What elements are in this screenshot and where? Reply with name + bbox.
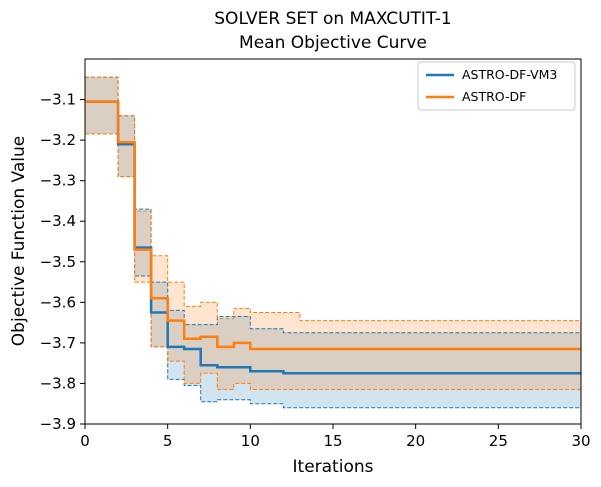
x-tick-label: 30 bbox=[571, 432, 590, 450]
chart-title-line2: Mean Objective Curve bbox=[239, 33, 427, 53]
legend-box bbox=[417, 61, 576, 111]
x-tick-label: 15 bbox=[323, 432, 342, 450]
mean-line-astro-df bbox=[85, 100, 581, 351]
legend-label-astro-df: ASTRO-DF bbox=[462, 89, 526, 104]
legend: ASTRO-DF-VM3 ASTRO-DF bbox=[417, 61, 576, 111]
band-astro-df bbox=[85, 77, 581, 390]
chart-title-line1: SOLVER SET on MAXCUTIT-1 bbox=[214, 9, 451, 29]
mean-lines bbox=[85, 100, 581, 375]
y-axis-ticks: −3.1 −3.2 −3.3 −3.4 −3.5 −3.6 −3.7 −3.8 −3.9 bbox=[40, 91, 85, 433]
y-tick-label: −3.5 bbox=[40, 253, 76, 271]
y-tick-label: −3.2 bbox=[40, 131, 76, 149]
y-tick-label: −3.6 bbox=[40, 293, 76, 311]
x-tick-label: 20 bbox=[406, 432, 425, 450]
upper-bound-astro-df-vm3 bbox=[85, 76, 581, 334]
x-tick-label: 10 bbox=[241, 432, 260, 450]
x-tick-label: 25 bbox=[489, 432, 508, 450]
band-astro-df-vm3 bbox=[85, 77, 581, 408]
y-tick-label: −3.8 bbox=[40, 374, 76, 392]
y-tick-label: −3.9 bbox=[40, 415, 76, 433]
y-tick-label: −3.7 bbox=[40, 334, 76, 352]
y-axis-label: Objective Function Value bbox=[9, 136, 29, 346]
legend-label-astro-df-vm3: ASTRO-DF-VM3 bbox=[462, 67, 557, 82]
confidence-bands bbox=[85, 77, 581, 408]
y-tick-label: −3.3 bbox=[40, 172, 76, 190]
y-tick-label: −3.4 bbox=[40, 212, 76, 230]
x-axis-label: Iterations bbox=[293, 457, 374, 477]
y-tick-label: −3.1 bbox=[40, 91, 76, 109]
x-axis-ticks: 0 5 10 15 20 25 30 bbox=[80, 424, 591, 450]
x-tick-label: 0 bbox=[80, 432, 90, 450]
x-tick-label: 5 bbox=[163, 432, 173, 450]
